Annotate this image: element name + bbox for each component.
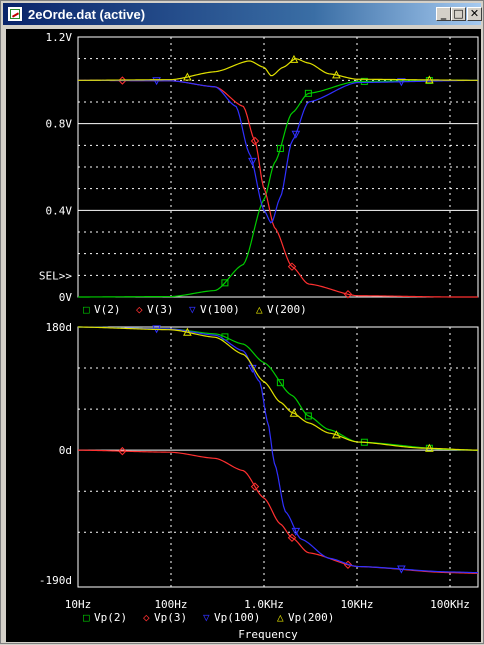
y-tick-label: 1.2V bbox=[46, 31, 73, 44]
probe-icon[interactable] bbox=[7, 6, 23, 22]
plot-frame bbox=[77, 326, 479, 588]
legend-entry[interactable]: V(2) bbox=[94, 303, 121, 316]
y-tick-label: 0.8V bbox=[46, 118, 73, 131]
data-point bbox=[425, 443, 434, 452]
legend-entry[interactable]: V(200) bbox=[267, 303, 307, 316]
x-tick-label: 100Hz bbox=[154, 598, 187, 611]
data-point bbox=[250, 136, 260, 146]
data-point bbox=[183, 327, 192, 336]
x-tick-label: 100KHz bbox=[430, 598, 470, 611]
data-point bbox=[343, 290, 353, 299]
y-tick-label: 0d bbox=[59, 444, 72, 457]
data-point bbox=[291, 130, 301, 139]
data-point bbox=[289, 408, 299, 417]
series-line bbox=[77, 449, 479, 574]
close-button[interactable]: ✕ bbox=[467, 7, 482, 21]
data-point bbox=[276, 379, 284, 387]
legend-marker: △ bbox=[277, 611, 284, 624]
window-title: 2eOrde.dat (active) bbox=[28, 7, 146, 22]
series-line bbox=[77, 326, 479, 451]
legend-entry[interactable]: V(3) bbox=[147, 303, 174, 316]
x-tick-label: 1.0KHz bbox=[244, 598, 284, 611]
x-tick-label: 10KHz bbox=[340, 598, 373, 611]
series-line bbox=[78, 58, 478, 81]
legend-entry[interactable]: V(100) bbox=[200, 303, 240, 316]
legend-entry[interactable]: Vp(200) bbox=[288, 611, 334, 624]
data-point bbox=[248, 157, 257, 166]
selection-marker[interactable]: SEL>> bbox=[39, 269, 72, 282]
title-bar[interactable]: 2eOrde.dat (active) _ □ ✕ bbox=[3, 3, 482, 25]
chart-panel-1[interactable]: 1.2V 0.8V 0.4V 0V SEL>> □ V(2) ◇ V(3) ▽ V(100) △ V(2… bbox=[39, 31, 479, 316]
maximize-icon: □ bbox=[453, 7, 464, 20]
legend-marker: ▽ bbox=[203, 611, 210, 624]
legend-marker: □ bbox=[83, 611, 90, 624]
data-point bbox=[152, 77, 161, 86]
data-point bbox=[397, 78, 406, 87]
y-tick-label: 0V bbox=[59, 291, 73, 304]
data-point bbox=[332, 70, 341, 79]
minimize-icon: _ bbox=[440, 7, 447, 20]
series-line bbox=[77, 326, 479, 451]
legend-marker: △ bbox=[256, 303, 263, 316]
data-point bbox=[397, 565, 406, 574]
data-point bbox=[287, 262, 297, 271]
y-tick-label: 0.4V bbox=[46, 204, 73, 217]
data-point bbox=[291, 527, 301, 536]
legend-marker: ◇ bbox=[136, 303, 143, 316]
x-tick-label: 10Hz bbox=[65, 598, 92, 611]
legend-entry[interactable]: Vp(2) bbox=[94, 611, 127, 624]
data-point bbox=[332, 430, 341, 439]
series-line bbox=[78, 79, 478, 298]
series-line bbox=[77, 79, 479, 224]
minimize-button[interactable]: _ bbox=[436, 7, 451, 21]
data-point bbox=[250, 482, 260, 491]
data-point bbox=[118, 446, 127, 456]
legend-marker: ▽ bbox=[189, 303, 196, 316]
legend-marker: □ bbox=[83, 303, 90, 316]
close-icon: ✕ bbox=[469, 7, 480, 20]
data-point bbox=[289, 54, 299, 63]
chart-panel-2[interactable]: 180d 0d -190d □ Vp(2) ◇ Vp(3) ▽ Vp(100) △ Vp(200) 1… bbox=[39, 321, 479, 641]
legend-entry[interactable]: Vp(3) bbox=[154, 611, 187, 624]
x-axis-label: Frequency bbox=[238, 628, 298, 641]
maximize-button[interactable]: □ bbox=[451, 7, 466, 21]
data-point bbox=[221, 279, 229, 287]
data-point bbox=[276, 145, 284, 153]
y-tick-label: -190d bbox=[39, 574, 72, 587]
legend-entry[interactable]: Vp(100) bbox=[214, 611, 260, 624]
data-point bbox=[118, 76, 127, 85]
data-point bbox=[360, 77, 368, 85]
data-point bbox=[287, 533, 297, 542]
legend-marker: ◇ bbox=[143, 611, 150, 624]
data-point bbox=[304, 412, 312, 420]
data-point bbox=[425, 75, 434, 84]
data-point bbox=[183, 72, 192, 81]
y-tick-label: 180d bbox=[46, 321, 73, 334]
data-point bbox=[304, 89, 312, 97]
